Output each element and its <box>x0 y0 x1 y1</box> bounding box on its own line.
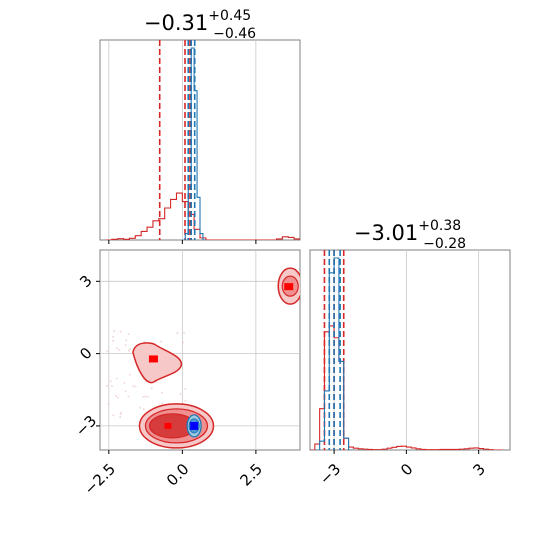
joint-sample-point <box>155 381 158 384</box>
joint-sample-point <box>128 373 131 376</box>
joint-sample-point <box>132 385 135 387</box>
joint-sample-point <box>144 395 147 398</box>
joint-sample-point <box>125 339 128 342</box>
joint-x-tick-label: −2.5 <box>81 460 119 498</box>
marginal-y-marks <box>310 250 503 450</box>
marginal-y-title-upper: +0.38 <box>418 218 461 234</box>
joint-sample-point <box>119 416 122 418</box>
joint-y-tick-label: 0 <box>76 344 95 363</box>
joint-sample-point <box>112 340 114 342</box>
joint-panel: −2.5 0.0 2.5 −3 0 3 <box>72 249 301 498</box>
marginal-x-title-value: −0.31 <box>144 11 208 35</box>
marginal-y-title-lower: −0.28 <box>423 236 466 252</box>
joint-sample-point <box>124 344 127 346</box>
marginal-y-title: −3.01+0.38 −0.28 <box>354 218 466 252</box>
joint-sample-point <box>145 380 147 382</box>
joint-sample-point <box>111 385 113 388</box>
joint-sample-point <box>134 385 137 388</box>
marginal-x-title: −0.31+0.45 −0.46 <box>144 8 256 42</box>
marginal-y-title-value: −3.01 <box>354 221 418 245</box>
joint-sample-point <box>112 414 115 417</box>
joint-sample-point <box>179 393 182 395</box>
joint-sample-point <box>115 395 117 397</box>
marginal-x-marks <box>105 40 300 240</box>
joint-sample-point <box>127 395 130 398</box>
joint-sample-point <box>113 330 115 332</box>
marginal-x-panel: −0.31+0.45 −0.46 <box>99 8 301 244</box>
joint-sample-point <box>107 402 110 405</box>
joint-sample-point <box>161 402 163 405</box>
joint-sample-point <box>146 395 149 398</box>
joint-blue-peak <box>190 421 199 430</box>
joint-sample-point <box>143 340 146 343</box>
joint-sample-point <box>183 332 185 334</box>
marginal-y-tick-label: 0 <box>397 460 416 479</box>
joint-sample-point <box>176 332 179 334</box>
joint-sample-point <box>117 396 119 399</box>
joint-sample-point <box>184 399 187 402</box>
joint-sample-point <box>118 349 121 351</box>
joint-sample-point <box>150 387 153 390</box>
joint-sample-point <box>161 391 163 394</box>
joint-sample-point <box>139 406 141 409</box>
marginal-y-panel: −3 0 3 −3.01+0.38 −0.28 <box>309 218 511 488</box>
joint-sample-point <box>112 335 115 338</box>
joint-marks <box>106 267 300 449</box>
marginal-x-grid <box>108 40 257 244</box>
joint-y-tick-label: 3 <box>76 272 95 291</box>
joint-sample-point <box>123 382 126 384</box>
marginal-y-ticks: −3 0 3 <box>316 450 489 488</box>
marginal-y-tick-label: 3 <box>469 460 488 479</box>
joint-red-secondary-peak <box>148 355 158 363</box>
marginal-y-tick-label: −3 <box>316 460 344 488</box>
joint-sample-point <box>109 380 112 383</box>
joint-sample-point <box>106 385 109 387</box>
joint-x-tick-label: 0.0 <box>163 460 193 490</box>
joint-sample-point <box>128 349 130 352</box>
joint-sample-point <box>127 333 130 335</box>
joint-red-peak <box>164 422 172 429</box>
joint-sample-point <box>119 330 122 333</box>
joint-sample-point <box>184 388 187 390</box>
marginal-x-title-lower: −0.46 <box>213 26 256 42</box>
joint-sample-point <box>142 396 145 398</box>
joint-sample-point <box>119 413 122 415</box>
joint-sample-point <box>129 348 131 351</box>
joint-sample-point <box>124 390 127 393</box>
joint-sample-point <box>115 377 118 380</box>
joint-red-tertiary-peak <box>284 283 294 291</box>
joint-sample-point <box>116 347 118 350</box>
joint-sample-point <box>160 340 162 343</box>
joint-y-tick-label: −3 <box>72 412 100 440</box>
marginal-y-histogram-1 <box>314 257 354 450</box>
joint-sample-point <box>143 378 145 380</box>
joint-red-secondary-contour <box>132 342 183 384</box>
joint-sample-point <box>120 411 122 414</box>
joint-sample-point <box>106 350 109 353</box>
joint-sample-point <box>182 341 184 344</box>
joint-sample-point <box>142 408 145 411</box>
joint-x-tick-label: 2.5 <box>237 460 267 490</box>
marginal-x-title-upper: +0.45 <box>208 8 251 24</box>
